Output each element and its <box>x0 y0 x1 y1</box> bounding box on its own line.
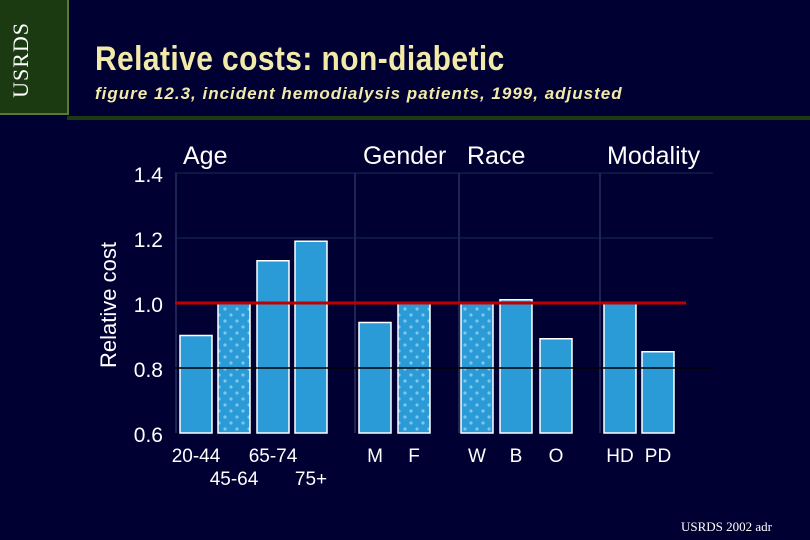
y-axis-label: Relative cost <box>96 242 121 368</box>
group-title-modality: Modality <box>607 142 701 170</box>
bar-gender-m <box>358 321 392 434</box>
x-tick-label: W <box>468 446 486 467</box>
x-tick-label: F <box>408 446 420 467</box>
x-tick-label: 75+ <box>295 469 327 490</box>
bar-race-b <box>499 299 533 434</box>
group-title-age: Age <box>183 142 227 170</box>
x-tick-label: HD <box>606 446 633 467</box>
bar-age-75+ <box>294 240 328 434</box>
bar-modality-pd <box>641 351 675 434</box>
header-rule <box>67 116 810 120</box>
x-tick-label: M <box>367 446 383 467</box>
y-tick-label: 0.8 <box>134 359 163 382</box>
y-tick-label: 0.6 <box>134 424 163 447</box>
footer-credit: USRDS 2002 adr <box>680 519 772 534</box>
slide-title: Relative costs: non-diabetic <box>95 40 505 78</box>
slide-subtitle: figure 12.3, incident hemodialysis patie… <box>95 84 623 103</box>
usrds-tab: USRDS <box>0 0 69 115</box>
x-tick-label: O <box>549 446 564 467</box>
x-tick-label: PD <box>645 446 671 467</box>
y-tick-label: 1.4 <box>134 164 164 187</box>
y-tick-label: 1.0 <box>134 294 163 317</box>
x-tick-label: 65-74 <box>249 446 298 467</box>
x-tick-label: 20-44 <box>172 446 221 467</box>
bar-age-20-44 <box>179 334 213 434</box>
y-tick-label: 1.2 <box>134 229 163 252</box>
bar-race-o <box>539 338 573 434</box>
group-title-race: Race <box>467 142 525 170</box>
bar-age-65-74 <box>256 260 290 434</box>
x-tick-label: B <box>510 446 523 467</box>
x-tick-label: 45-64 <box>210 469 259 490</box>
group-title-gender: Gender <box>363 142 446 170</box>
